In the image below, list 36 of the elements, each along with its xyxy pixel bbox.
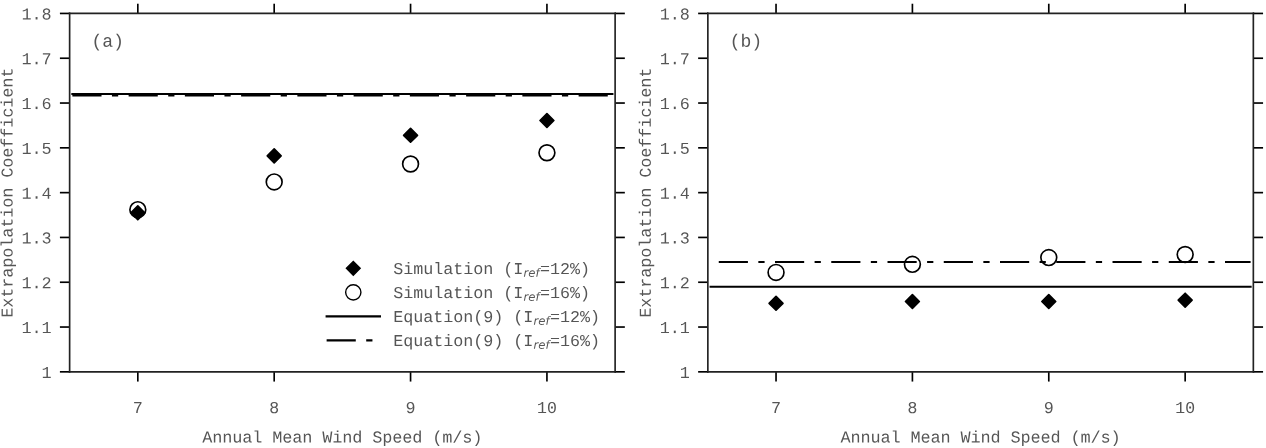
legend-label: Equation(9) (I$_{ref}$=12%) [394,310,598,326]
x-tick-label: 7 [772,402,780,414]
y-tick-label: 1.8 [660,8,689,20]
y-tick-label: 1.3 [660,232,689,244]
legend-label: Simulation (I$_{ref}$=16%) [393,286,588,302]
y-tick-label: 1.7 [660,53,689,65]
y-tick-label: 1.6 [22,97,51,110]
y-tick-label: 1.8 [22,8,51,20]
x-tick-label: 7 [134,402,142,414]
y-axis-title: Extrapolation Coefficient [638,69,655,317]
y-tick-label: 1.6 [660,97,689,110]
x-tick-label: 8 [908,401,917,414]
annotation: (b) [732,33,760,51]
x-tick-label: 9 [1044,401,1053,414]
y-tick-label: 1.1 [660,322,689,334]
y-tick-label: 1.2 [660,277,689,289]
y-tick-label: 1.3 [22,232,51,244]
y-tick-label: 1 [42,366,51,378]
y-tick-label: 1.5 [22,142,51,155]
y-tick-label: 1.1 [22,322,51,334]
legend-label: Simulation (I$_{ref}$=12%) [393,262,588,278]
x-tick-label: 10 [538,401,556,414]
y-tick-label: 1.2 [22,277,51,289]
y-tick-label: 1.4 [22,187,51,199]
annotation: (a) [94,33,121,51]
x-tick-label: 8 [270,401,279,414]
y-tick-label: 1.4 [660,187,689,199]
y-tick-label: 1.5 [660,142,689,155]
x-tick-label: 10 [1176,401,1195,414]
x-axis-title: Annual Mean Wind Speed (m/s) [202,430,480,446]
x-axis-title: Annual Mean Wind Speed (m/s) [840,430,1118,446]
legend-label: Equation(9) (I$_{ref}$=16%) [394,334,598,350]
x-tick-label: 9 [406,401,415,414]
y-tick-label: 1.7 [22,53,51,65]
y-tick-label: 1 [681,366,689,378]
y-axis-title: Extrapolation Coefficient [0,69,17,317]
